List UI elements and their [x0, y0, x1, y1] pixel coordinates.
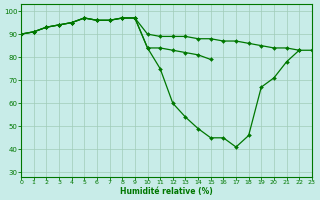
- X-axis label: Humidité relative (%): Humidité relative (%): [120, 187, 213, 196]
